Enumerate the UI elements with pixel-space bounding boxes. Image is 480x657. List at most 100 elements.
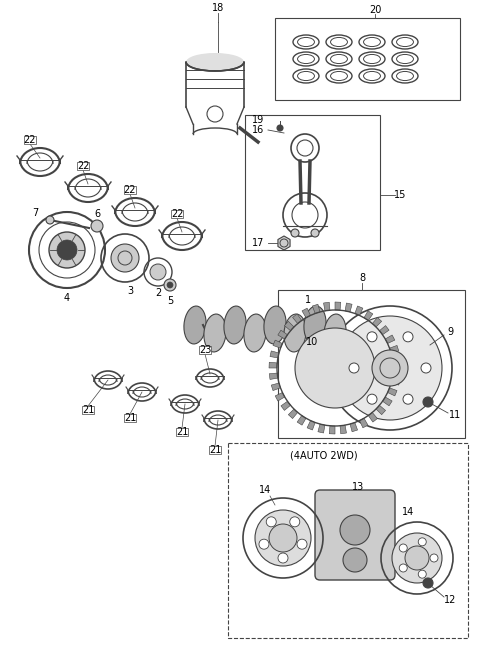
Bar: [77, 162, 89, 170]
Text: 14: 14: [259, 485, 271, 495]
Circle shape: [367, 332, 377, 342]
Text: 22: 22: [171, 209, 183, 219]
Polygon shape: [387, 388, 397, 396]
Polygon shape: [376, 405, 385, 415]
Text: 11: 11: [449, 410, 461, 420]
Bar: [278, 290, 465, 438]
Text: 14: 14: [402, 507, 414, 517]
Text: 21: 21: [82, 405, 94, 415]
Polygon shape: [355, 306, 363, 315]
Polygon shape: [364, 311, 373, 321]
Circle shape: [423, 397, 433, 407]
Circle shape: [430, 554, 438, 562]
Bar: [275, 18, 460, 100]
Bar: [124, 414, 136, 422]
Polygon shape: [271, 383, 280, 390]
Text: 18: 18: [212, 3, 224, 13]
Circle shape: [418, 570, 426, 578]
Circle shape: [311, 229, 319, 237]
Polygon shape: [345, 303, 352, 312]
Circle shape: [372, 350, 408, 386]
Ellipse shape: [284, 314, 306, 352]
Text: 1: 1: [305, 295, 311, 305]
Text: 16: 16: [252, 125, 264, 135]
Polygon shape: [269, 362, 277, 368]
Bar: [199, 346, 211, 354]
Circle shape: [349, 363, 359, 373]
FancyBboxPatch shape: [315, 490, 395, 580]
Polygon shape: [391, 378, 400, 385]
Circle shape: [111, 244, 139, 272]
Polygon shape: [273, 340, 282, 348]
Polygon shape: [288, 409, 298, 419]
Circle shape: [295, 328, 375, 408]
Text: 15: 15: [394, 190, 406, 200]
Ellipse shape: [244, 314, 266, 352]
Text: 7: 7: [32, 208, 38, 218]
Circle shape: [343, 548, 367, 572]
Circle shape: [418, 538, 426, 546]
Circle shape: [164, 279, 176, 291]
Polygon shape: [360, 419, 368, 428]
Polygon shape: [278, 236, 290, 250]
Ellipse shape: [264, 306, 286, 344]
Polygon shape: [318, 424, 325, 433]
Bar: [245, 115, 380, 250]
Circle shape: [277, 125, 283, 131]
Polygon shape: [393, 368, 401, 374]
Ellipse shape: [324, 314, 346, 352]
Polygon shape: [293, 314, 302, 323]
Circle shape: [399, 544, 407, 552]
Polygon shape: [379, 326, 389, 334]
Text: 21: 21: [176, 427, 188, 437]
Bar: [124, 186, 136, 194]
Polygon shape: [285, 321, 294, 330]
Circle shape: [259, 539, 269, 549]
Bar: [24, 136, 36, 144]
Polygon shape: [281, 401, 290, 411]
Polygon shape: [278, 330, 288, 339]
Circle shape: [423, 578, 433, 588]
Polygon shape: [372, 317, 382, 327]
Circle shape: [255, 510, 311, 566]
Bar: [209, 446, 221, 454]
Circle shape: [278, 553, 288, 563]
Polygon shape: [307, 420, 315, 430]
Circle shape: [340, 515, 370, 545]
Text: 10: 10: [306, 337, 318, 347]
Text: 6: 6: [94, 209, 100, 219]
Text: 22: 22: [77, 161, 89, 171]
Polygon shape: [297, 415, 306, 425]
Polygon shape: [385, 335, 395, 344]
Polygon shape: [335, 302, 341, 310]
Text: 9: 9: [447, 327, 453, 337]
Polygon shape: [389, 346, 399, 353]
Circle shape: [399, 564, 407, 572]
Text: (4AUTO 2WD): (4AUTO 2WD): [290, 451, 358, 461]
Circle shape: [297, 539, 307, 549]
Text: 12: 12: [444, 595, 456, 605]
Text: 22: 22: [124, 185, 136, 195]
Text: 22: 22: [24, 135, 36, 145]
Circle shape: [403, 332, 413, 342]
Circle shape: [49, 232, 85, 268]
Polygon shape: [383, 397, 392, 406]
Circle shape: [150, 264, 166, 280]
Bar: [171, 210, 183, 218]
Ellipse shape: [184, 306, 206, 344]
Polygon shape: [270, 351, 279, 358]
Circle shape: [405, 546, 429, 570]
Text: 20: 20: [369, 5, 381, 15]
Circle shape: [57, 240, 77, 260]
Polygon shape: [269, 373, 278, 380]
Polygon shape: [324, 302, 330, 311]
Bar: [228, 443, 468, 638]
Circle shape: [392, 533, 442, 583]
Ellipse shape: [224, 306, 246, 344]
Text: 2: 2: [155, 288, 161, 298]
Text: 21: 21: [124, 413, 136, 423]
Circle shape: [91, 220, 103, 232]
Circle shape: [167, 282, 173, 288]
Text: 17: 17: [252, 238, 264, 248]
Polygon shape: [392, 357, 401, 363]
